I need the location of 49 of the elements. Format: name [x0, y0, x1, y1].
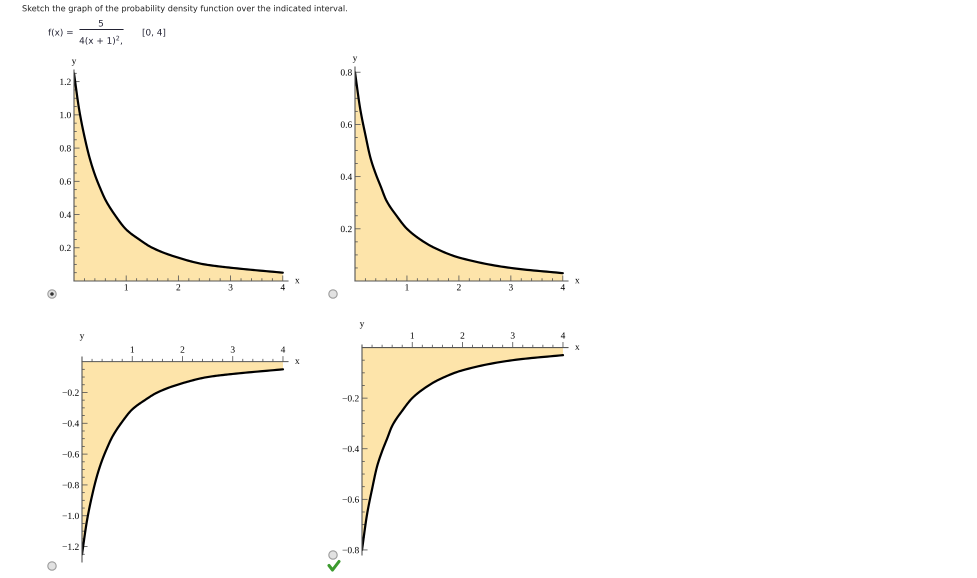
- y-tick-label: −0.8: [62, 482, 79, 488]
- text: Sketch the graph of the probability density function over the indicated interval.: [22, 5, 347, 13]
- x-tick-label: 4: [280, 346, 286, 353]
- x-tick-label: 3: [230, 346, 235, 353]
- x-axis-title: x: [295, 278, 300, 284]
- y-tick-label: 0.6: [340, 121, 352, 128]
- x-tick-label: 1: [124, 284, 128, 290]
- y-tick-label: 0.2: [340, 226, 352, 232]
- x-tick-label: 3: [510, 332, 515, 339]
- x-axis-title: x: [575, 345, 580, 350]
- x-tick-label: 1: [130, 346, 134, 353]
- x-tick-label: 2: [180, 346, 184, 353]
- y-axis-title: y: [352, 56, 358, 63]
- x-tick-label: 2: [460, 332, 464, 339]
- y-tick-label: −0.2: [342, 395, 359, 402]
- x-tick-label: 1: [410, 332, 414, 339]
- y-tick-label: −1.2: [62, 544, 79, 550]
- y-axis-title: y: [72, 59, 76, 66]
- y-tick-label: 0.8: [60, 145, 71, 152]
- x-tick-label: 4: [280, 284, 285, 290]
- y-tick-label: 0.6: [60, 178, 71, 185]
- y-tick-label: −0.6: [342, 496, 359, 503]
- x-axis-title: x: [575, 278, 580, 284]
- y-tick-label: −0.2: [62, 389, 79, 396]
- x-tick-label: 1: [405, 284, 409, 290]
- x-tick-label: 4: [560, 284, 566, 290]
- y-axis-title: y: [80, 334, 84, 341]
- x-tick-label: 3: [508, 284, 513, 290]
- x-axis-title: x: [295, 360, 300, 364]
- text: f(x) =: [48, 28, 73, 37]
- y-tick-label: −0.4: [342, 446, 360, 452]
- x-tick-label: 3: [228, 284, 233, 290]
- y-tick-label: 0.4: [340, 174, 352, 180]
- y-axis-title: y: [360, 322, 364, 329]
- y-tick-label: −0.6: [62, 451, 79, 458]
- y-tick-label: 1.0: [60, 112, 71, 118]
- y-tick-label: −0.4: [62, 420, 80, 427]
- text: [0, 4]: [142, 28, 166, 37]
- x-tick-label: 4: [560, 332, 566, 339]
- text: 4(x + 1)$^{2}$,: [80, 36, 122, 45]
- y-tick-label: −1.0: [62, 512, 79, 520]
- y-tick-label: 0.8: [340, 69, 352, 76]
- y-tick-label: −0.8: [342, 546, 359, 554]
- y-tick-label: 0.4: [60, 212, 72, 218]
- x-tick-label: 2: [456, 284, 461, 290]
- text: 5: [98, 20, 104, 27]
- y-tick-label: 1.2: [60, 78, 71, 86]
- x-tick-label: 2: [176, 284, 180, 290]
- y-tick-label: 0.2: [60, 244, 71, 252]
